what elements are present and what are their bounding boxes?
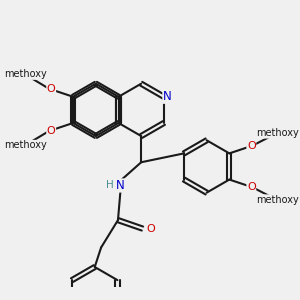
Text: O: O <box>47 126 56 136</box>
Text: O: O <box>247 182 256 192</box>
Text: methoxy: methoxy <box>256 195 299 205</box>
Text: N: N <box>116 179 125 192</box>
Text: O: O <box>47 84 56 94</box>
Text: N: N <box>163 90 172 103</box>
Text: O: O <box>146 224 155 234</box>
Text: methoxy: methoxy <box>4 140 47 150</box>
Text: O: O <box>247 141 256 151</box>
Text: H: H <box>106 181 114 190</box>
Text: methoxy: methoxy <box>4 69 47 80</box>
Text: methoxy: methoxy <box>256 128 299 138</box>
